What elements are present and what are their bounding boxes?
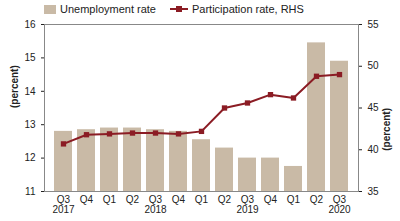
svg-text:35: 35 <box>368 186 380 197</box>
svg-text:40: 40 <box>368 144 380 155</box>
svg-text:Q32020: Q32020 <box>328 194 351 215</box>
svg-text:16: 16 <box>24 19 36 30</box>
svg-text:Q32018: Q32018 <box>144 194 167 215</box>
svg-text:Q4: Q4 <box>264 194 278 205</box>
svg-text:Q32017: Q32017 <box>52 194 75 215</box>
html-text:Participation rate, RHS: Participation rate, RHS <box>192 3 304 15</box>
svg-text:11: 11 <box>25 186 36 197</box>
svg-text:14: 14 <box>24 86 36 97</box>
svg-text:Q2: Q2 <box>310 194 324 205</box>
svg-text:13: 13 <box>24 119 36 130</box>
svg-text:(percent): (percent) <box>381 108 392 151</box>
svg-text:Q1: Q1 <box>103 194 117 205</box>
svg-text:Q2: Q2 <box>126 194 140 205</box>
svg-text:Q1: Q1 <box>195 194 209 205</box>
html-text:Unemployment rate: Unemployment rate <box>60 3 156 15</box>
svg-text:Q2: Q2 <box>218 194 232 205</box>
svg-text:55: 55 <box>368 19 380 30</box>
svg-text:15: 15 <box>24 52 36 63</box>
svg-text:12: 12 <box>24 152 36 163</box>
svg-text:(percent): (percent) <box>9 65 20 108</box>
svg-text:Q4: Q4 <box>80 194 94 205</box>
svg-text:Q4: Q4 <box>172 194 186 205</box>
svg-text:Q1: Q1 <box>287 194 301 205</box>
svg-text:50: 50 <box>368 60 380 71</box>
svg-text:45: 45 <box>368 102 380 113</box>
svg-text:Q32019: Q32019 <box>236 194 259 215</box>
